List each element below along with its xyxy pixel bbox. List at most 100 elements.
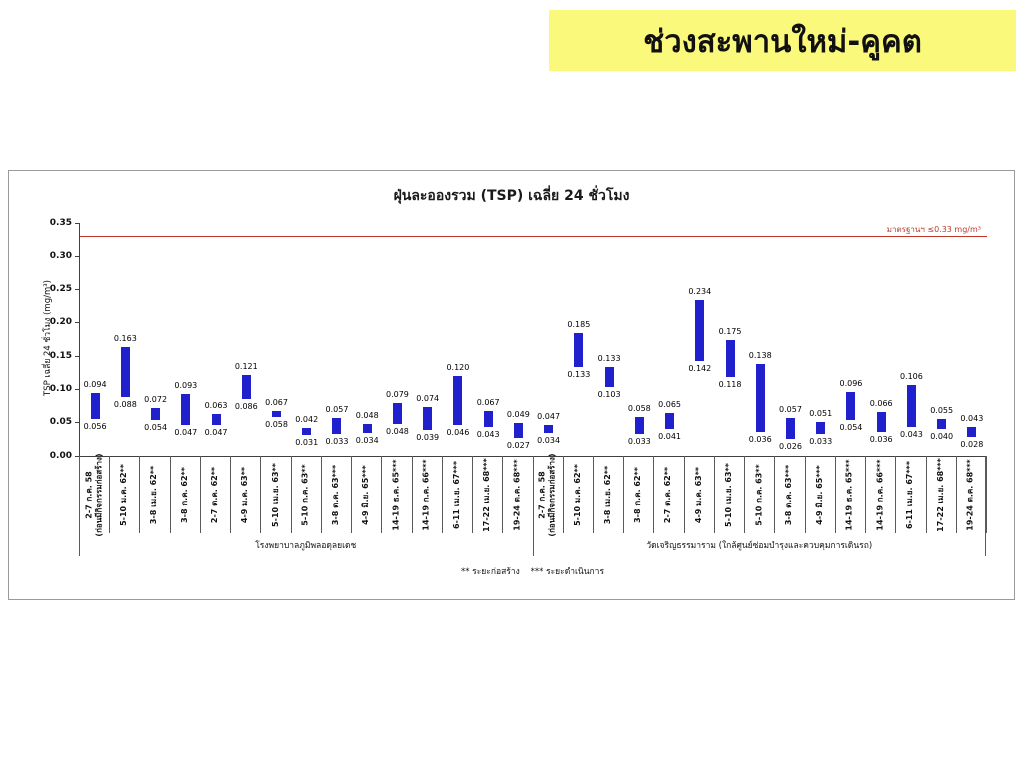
section-banner-title: ช่วงสะพานใหม่-คูคต [643,23,922,60]
category-label-cell: 14-19 ธ.ค. 65*** [835,456,865,533]
category-label: 17-22 เม.ย. 68*** [482,457,492,532]
category-divider [260,456,262,533]
bar-max-label: 0.138 [748,351,772,361]
y-tick-label: 0.25 [49,284,72,295]
y-tick-label: 0.20 [49,317,72,328]
bar-max-label: 0.133 [597,354,621,364]
category-divider [925,456,927,533]
category-divider [109,456,111,533]
range-bar [967,427,977,438]
category-divider [441,456,443,533]
y-tick-mark [75,289,80,291]
y-tick-label: 0.30 [49,250,72,261]
bar-min-label: 0.036 [748,435,772,445]
y-tick-label: 0.35 [49,217,72,228]
range-bar [816,422,826,435]
bar-min-label: 0.036 [869,435,893,445]
bar-max-label: 0.121 [234,362,258,372]
category-label-cell: 3-8 เม.ย. 62** [139,456,169,533]
category-divider [472,456,474,533]
range-bar [423,406,433,431]
bar-max-label: 0.063 [204,401,228,411]
category-label: 5-10 ก.ค. 63** [754,463,764,526]
category-label-cell: 2-7 ต.ค. 62** [200,456,230,533]
range-bar [453,376,463,426]
bar-min-label: 0.043 [899,430,923,440]
category-label-cell: 3-8 เม.ย. 62** [593,456,623,533]
category-divider [683,456,685,533]
range-bar [211,414,221,425]
chart-title: ฝุ่นละอองรวม (TSP) เฉลี่ย 24 ชั่วโมง [393,188,630,204]
bar-max-label: 0.057 [325,405,349,415]
range-bar [906,385,916,428]
bar-max-label: 0.185 [567,319,591,329]
bar-max-label: 0.058 [627,404,651,414]
range-bar [785,418,795,439]
category-label: 5-10 ก.ค. 63** [300,463,310,526]
bar-min-label: 0.043 [476,430,500,440]
range-bar [362,424,372,434]
category-label: 14-19 ก.ค. 66*** [421,458,431,531]
category-label-cell: 4-9 มิ.ย. 65*** [805,456,835,533]
bar-min-label: 0.031 [295,438,319,448]
category-label-cell: 2-7 ก.ค. 58 (ก่อนมีกิจกรรมก่อสร้าง) [533,453,563,536]
range-bar [846,392,856,421]
bar-min-label: 0.046 [446,428,470,438]
range-bar [272,411,282,418]
category-label: 3-8 ต.ค. 63*** [784,464,794,525]
bar-max-label: 0.072 [144,395,168,405]
station-group-cell: โรงพยาบาลภูมิพลอดุลยเดช [79,533,533,556]
category-label: 5-10 ม.ค. 62** [572,463,582,526]
bar-min-label: 0.034 [355,436,379,446]
range-bar [513,423,523,439]
category-label: 2-7 ต.ค. 62** [663,466,673,523]
category-divider [986,456,987,533]
standard-line [80,235,987,238]
bar-min-label: 0.103 [597,390,621,400]
category-label-cell: 4-9 ม.ค. 63** [684,456,714,533]
category-label-cell: 6-11 เม.ย. 67*** [895,456,925,533]
range-bar [90,393,100,419]
bar-max-label: 0.175 [718,326,742,336]
category-divider [139,456,141,533]
range-bar [695,300,705,362]
category-label: 6-11 เม.ย. 67*** [451,460,461,529]
range-bar [604,367,614,388]
bar-max-label: 0.067 [265,398,288,408]
bar-max-label: 0.234 [688,287,712,297]
category-label: 19-24 ต.ค. 68*** [512,458,522,531]
station-divider [532,456,534,556]
y-tick-mark [75,255,80,257]
y-tick-mark [75,222,80,224]
category-divider [411,456,413,533]
range-bar [151,408,161,421]
category-label: 4-9 ม.ค. 63** [240,466,250,523]
category-label-cell: 14-19 ธ.ค. 65*** [381,456,411,533]
range-bar [876,412,886,433]
category-label-cell: 3-8 ก.ค. 62** [623,456,653,533]
category-divider [199,456,201,533]
category-label-cell: 6-11 เม.ย. 67*** [442,456,472,533]
category-label: 2-7 ต.ค. 62** [210,466,220,523]
bar-max-label: 0.042 [295,415,319,425]
bar-min-label: 0.047 [174,427,198,437]
category-divider [592,456,594,533]
bar-max-label: 0.074 [416,393,440,403]
category-divider [653,456,655,533]
category-label: 3-8 เม.ย. 62** [149,465,159,524]
bar-min-label: 0.027 [506,441,530,451]
category-label: 14-19 ก.ค. 66*** [875,458,885,531]
category-divider [502,456,504,533]
category-divider [623,456,625,533]
bar-max-label: 0.079 [385,390,409,400]
bar-max-label: 0.163 [113,334,137,344]
category-label-cell: 2-7 ต.ค. 62** [653,456,683,533]
bar-max-label: 0.065 [658,399,681,409]
range-bar [937,419,947,430]
category-divider [320,456,322,533]
category-label: 14-19 ธ.ค. 65*** [391,458,401,531]
category-divider [834,456,836,533]
category-divider [713,456,715,533]
standard-line-label: มาตรฐานฯ ≤0.33 mg/m³ [886,225,981,235]
category-label: 4-9 ม.ค. 63** [693,466,703,523]
